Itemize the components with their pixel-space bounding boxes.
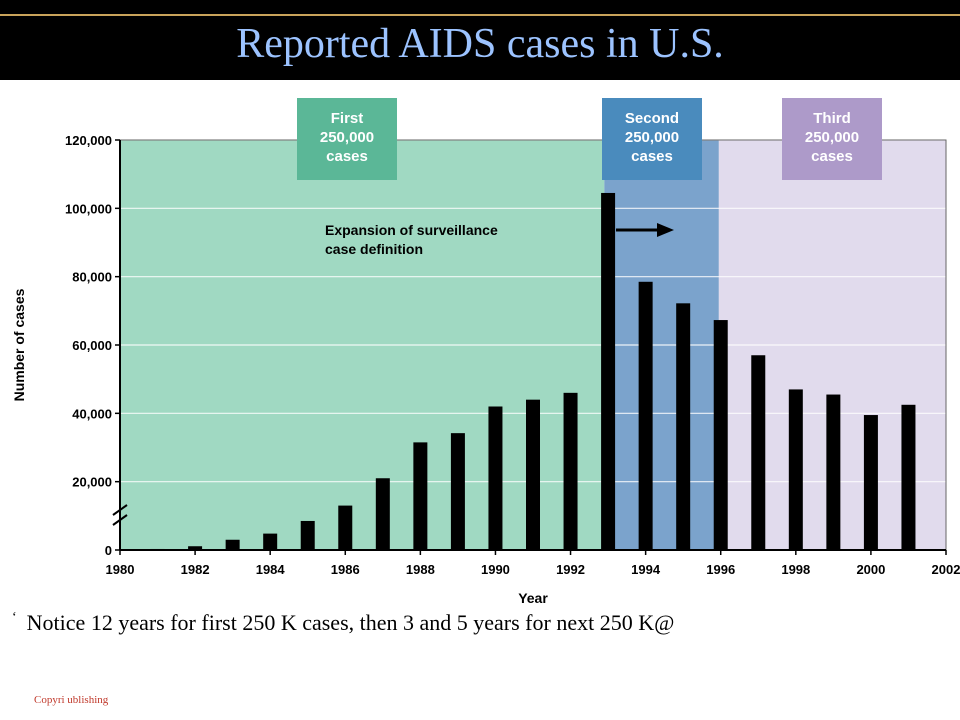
region-label-text: 250,000	[320, 129, 374, 146]
region-label-box-third	[782, 98, 882, 180]
annotation-text: case definition	[325, 241, 423, 257]
x-tick-label: 1998	[781, 562, 810, 577]
x-tick-label: 1994	[631, 562, 661, 577]
region-label-text: 250,000	[805, 129, 859, 146]
annotation-arrow-head	[657, 223, 674, 237]
y-tick-label: 0	[105, 543, 112, 558]
bar-1992	[563, 392, 578, 550]
y-tick-label: 60,000	[72, 338, 112, 353]
x-tick-label: 2000	[856, 562, 885, 577]
x-axis-title: Year	[518, 590, 548, 606]
title-bar: Reported AIDS cases in U.S.	[0, 0, 960, 80]
bar-1989	[450, 433, 465, 550]
annotation-text: Expansion of surveillance	[325, 222, 498, 238]
copyright-footer: Copyri ublishing	[34, 694, 109, 706]
bar-1983	[225, 539, 240, 550]
bar-1996	[713, 320, 728, 550]
region-label-text: Third	[813, 110, 851, 127]
x-tick-label: 1982	[181, 562, 210, 577]
region-label-text: cases	[326, 148, 368, 165]
title-rule	[0, 14, 960, 16]
y-tick-label: 20,000	[72, 475, 112, 490]
x-tick-label: 1990	[481, 562, 510, 577]
axis-break-mark	[112, 514, 128, 526]
bar-1985	[300, 520, 315, 550]
region-label-text: cases	[631, 148, 673, 165]
bar-1997	[751, 355, 766, 550]
aids-cases-chart: 0 20,000 40,000 60,000 80,000 100,000 120,000 1…	[11, 98, 960, 606]
bar-1990	[488, 406, 503, 550]
y-tick-label: 120,000	[65, 133, 112, 148]
slide-note: ‘ Notice 12 years for first 250 K cases, …	[12, 610, 952, 636]
region-label-box-first	[297, 98, 397, 180]
x-tick-label: 1996	[706, 562, 735, 577]
slide-title: Reported AIDS cases in U.S.	[236, 21, 724, 67]
bar-2000	[863, 415, 878, 550]
bar-1993	[601, 192, 616, 550]
note-text: Notice 12 years for first 250 K cases, t…	[26, 610, 675, 635]
x-tick-label: 1986	[331, 562, 360, 577]
region-label-text: First	[331, 110, 364, 127]
x-tick-label: 2002	[932, 562, 960, 577]
bar-1982	[188, 546, 203, 550]
bar-1988	[413, 442, 428, 550]
bar-1981	[150, 548, 165, 550]
region-label-text: cases	[811, 148, 853, 165]
axis-break-mark	[112, 504, 128, 516]
x-tick-label: 1988	[406, 562, 435, 577]
y-axis-title: Number of cases	[11, 288, 27, 401]
region-label-text: Second	[625, 110, 679, 127]
region-label-text: 250,000	[625, 129, 679, 146]
x-tick-label: 1992	[556, 562, 585, 577]
bar-1984	[263, 533, 278, 550]
y-tick-label: 80,000	[72, 270, 112, 285]
x-tick-label: 1984	[256, 562, 286, 577]
note-bullet: ‘	[12, 610, 17, 625]
region-label-box-second	[602, 98, 702, 180]
y-tick-label: 100,000	[65, 201, 112, 216]
bar-1986	[338, 505, 353, 550]
x-tick-label: 1980	[106, 562, 135, 577]
bar-1991	[526, 399, 540, 550]
bar-1994	[638, 281, 653, 550]
bar-1987	[375, 478, 390, 550]
y-tick-label: 40,000	[72, 406, 112, 421]
bar-1999	[826, 394, 841, 550]
bar-1995	[676, 303, 691, 550]
bar-1998	[788, 389, 803, 550]
bar-2001	[901, 404, 916, 550]
